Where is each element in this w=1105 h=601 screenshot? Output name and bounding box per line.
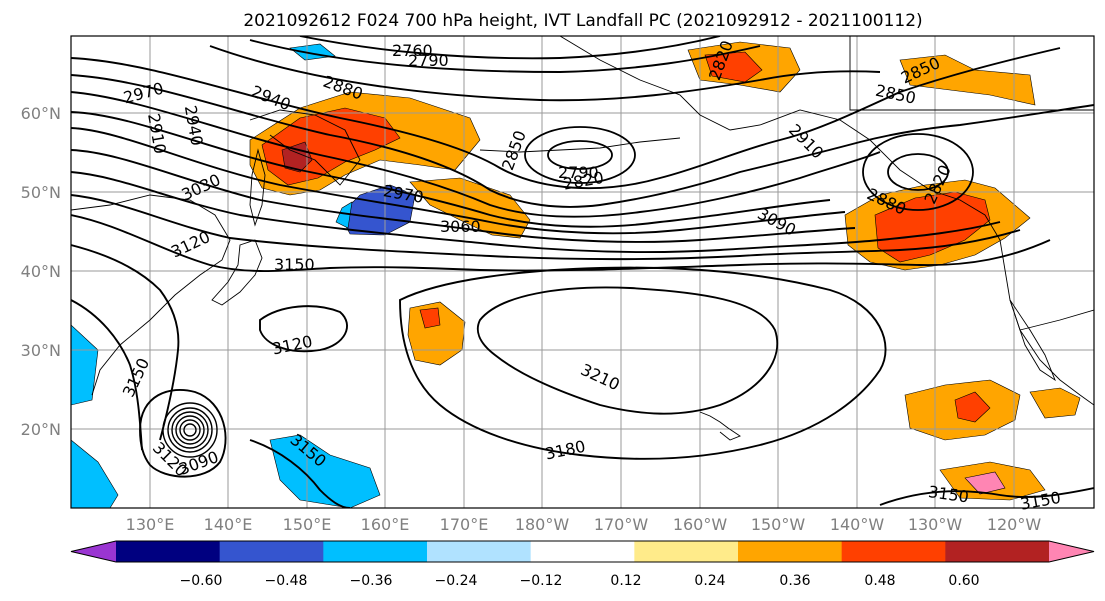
shade-red-alaska [704, 51, 763, 83]
contour-2850 [71, 47, 1061, 190]
shade-cyan-west1 [71, 324, 99, 406]
border-us-mex [1019, 309, 1094, 331]
contour-2970 [71, 127, 846, 235]
longitude-labels: 130°E 140°E 150°E 160°E 170°E 180°W 170°… [126, 515, 1042, 534]
shade-orange-east [1029, 387, 1081, 419]
colorbar-tick-label: 0.60 [948, 573, 979, 589]
colorbar-bin [841, 541, 946, 562]
contour-2880 [71, 74, 1094, 208]
contour-3150-south [249, 439, 351, 508]
coast-aleutians [479, 137, 681, 153]
border-canada-us [849, 36, 1094, 111]
colorbar-outline [70, 540, 1095, 563]
contour-2760 [299, 36, 721, 60]
coast-kamchatka [249, 109, 361, 186]
height-contours [71, 36, 1094, 508]
coast-alaska [559, 36, 1094, 406]
colorbar-bin [530, 541, 635, 562]
shade-cyan-south [269, 434, 381, 508]
lon-label: 160°W [673, 515, 728, 534]
lon-label: 160°E [361, 515, 410, 534]
shade-red-central [419, 307, 441, 329]
lat-label: 30°N [21, 341, 61, 360]
colorbar-tick-label: −0.36 [350, 573, 393, 589]
contour-3180 [399, 266, 887, 460]
lon-label: 140°E [204, 515, 253, 534]
map-title: 2021092612 F024 700 hPa height, IVT Land… [243, 11, 922, 31]
shade-orange-canada [899, 54, 1036, 106]
colorbar-bin [634, 541, 739, 562]
colorbar-tick-label: 0.36 [779, 573, 810, 589]
colorbar-extend-right [1049, 541, 1094, 562]
colorbar-tick-label: 0.48 [864, 573, 895, 589]
contour-label: 2790 [408, 51, 449, 70]
colorbar-bin [945, 541, 1050, 562]
contour-typhoon-1 [139, 388, 227, 478]
lat-label: 60°N [21, 104, 61, 123]
lon-label: 130°E [126, 515, 175, 534]
lon-label: 130°W [908, 515, 963, 534]
ivt-shading [71, 41, 1081, 508]
lon-label: 150°W [751, 515, 806, 534]
colorbar: −0.60 −0.48 −0.36 −0.24 −0.12 0.12 0.24 … [70, 540, 1095, 589]
colorbar-bin [116, 541, 221, 562]
colorbar-extend-left [71, 541, 116, 562]
contour-2910 [71, 91, 881, 218]
contour-3060 [71, 194, 1021, 260]
map-frame [70, 35, 1095, 509]
colorbar-tick-label: −0.48 [265, 573, 308, 589]
colorbar-bin [219, 541, 324, 562]
lon-label: 140°W [830, 515, 885, 534]
shade-red-mexico [954, 391, 991, 423]
typhoon-rings [162, 402, 218, 458]
contour-2940 [71, 111, 831, 228]
colorbar-tick-label: −0.60 [180, 573, 223, 589]
lon-label: 170°W [594, 515, 649, 534]
lon-label: 150°E [283, 515, 332, 534]
colorbar-tick-label: 0.12 [610, 573, 641, 589]
lon-label: 170°E [440, 515, 489, 534]
lat-label: 50°N [21, 183, 61, 202]
contour-3000 [71, 149, 856, 243]
contour-3120-island [259, 305, 348, 353]
shade-cyan-west2 [71, 439, 119, 508]
lon-label: 120°W [987, 515, 1042, 534]
shade-pink-southeast [964, 471, 1006, 495]
colorbar-bin [323, 541, 428, 562]
contour-3090 [71, 214, 1051, 272]
contour-3120-main [71, 244, 180, 441]
colorbar-bins [70, 540, 1095, 563]
colorbar-tick-label: −0.12 [520, 573, 563, 589]
lon-label: 180°W [515, 515, 570, 534]
coast-hawaii [699, 411, 741, 441]
contour-3210 [476, 286, 779, 415]
lat-label: 20°N [21, 420, 61, 439]
latitude-labels: 60°N 50°N 40°N 30°N 20°N [21, 104, 61, 439]
coast-sakhalin [249, 148, 266, 227]
contour-3030 [71, 171, 1001, 253]
contour-label: 3150 [274, 255, 315, 274]
contour-3150-se [879, 487, 1094, 506]
colorbar-bin [738, 541, 843, 562]
contour-label: 2790 [558, 163, 599, 182]
colorbar-tick-label: −0.24 [435, 573, 478, 589]
gulf-low-rings [524, 126, 974, 211]
coastlines [71, 36, 1094, 441]
map-panel: 2760 2790 2820 2850 2880 2940 2970 2910 … [70, 35, 1095, 514]
contour-label: 2760 [392, 41, 433, 60]
coast-baja [1009, 299, 1056, 382]
colorbar-tick-label: 0.24 [694, 573, 725, 589]
coast-japan [211, 239, 263, 306]
contour-label: 3060 [440, 217, 481, 236]
colorbar-bin [427, 541, 532, 562]
lat-label: 40°N [21, 262, 61, 281]
colorbar-tick-labels: −0.60 −0.48 −0.36 −0.24 −0.12 0.12 0.24 … [180, 573, 980, 589]
contour-2790 [249, 39, 761, 73]
contour-2820 [209, 45, 881, 102]
